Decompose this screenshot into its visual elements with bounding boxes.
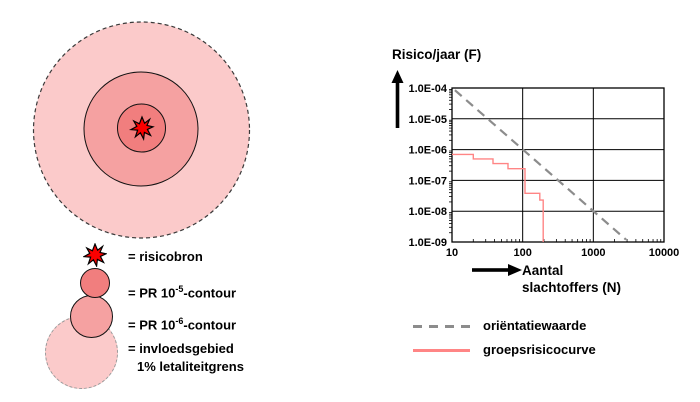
fn-chart: 1.0E-04 1.0E-05 1.0E-06 1.0E-07 1.0E-08 1.0E-… — [408, 83, 680, 259]
y-tick-label: 1.0E-06 — [408, 145, 447, 157]
orientation-label: oriëntatiewaarde — [483, 318, 587, 333]
influence-area-label-line2: 1% letaliteitgrens — [137, 359, 244, 374]
x-tick-label: 100 — [513, 247, 531, 259]
influence-area-label-line1: = invloedsgebied — [128, 341, 234, 356]
x-axis-title-line2: slachtoffers (N) — [522, 280, 622, 295]
grouprisk-line-sample — [413, 348, 470, 352]
orientation-line — [454, 89, 627, 241]
y-axis-arrow-icon — [391, 70, 404, 128]
pr6-label-exponent: -6 — [175, 316, 184, 326]
y-tick-label: 1.0E-05 — [408, 114, 447, 126]
plot-border — [451, 87, 665, 243]
x-axis-title-line1: Aantal — [522, 263, 564, 278]
risk-contour-map — [32, 21, 251, 239]
pr6-label-post: -contour — [183, 317, 237, 333]
y-tick-label: 1.0E-07 — [408, 175, 447, 187]
pr5-label-exponent: -5 — [175, 284, 184, 294]
grouprisk-label: groepsrisicocurve — [483, 342, 596, 357]
x-axis-arrow-icon — [472, 264, 522, 276]
pr6-label-pre: = PR 10 — [128, 317, 176, 333]
x-tick-label: 10000 — [649, 247, 680, 259]
x-tick-label: 10 — [446, 247, 458, 259]
pr5-contour-label: = PR 10-5-contour — [128, 280, 236, 302]
risicobron-label: = risicobron — [128, 249, 203, 264]
y-tick-label: 1.0E-04 — [408, 83, 447, 95]
orientation-line-sample — [413, 324, 470, 328]
group-risk-curve — [452, 153, 544, 242]
legend-item-groepsrisicocurve: groepsrisicocurve — [413, 341, 596, 359]
pr5-contour-swatch — [80, 268, 110, 298]
x-tick-label: 1000 — [581, 247, 605, 259]
pr5-label-post: -contour — [183, 285, 237, 301]
legend-item-orientatiewaarde: oriëntatiewaarde — [413, 317, 586, 335]
y-tick-label: 1.0E-08 — [408, 206, 447, 218]
chart-y-axis-title: Risico/jaar (F) — [392, 47, 482, 62]
influence-area-label: = invloedsgebied 1% letaliteitgrens — [128, 340, 244, 376]
y-tick-label: 1.0E-09 — [408, 237, 447, 249]
risk-source-legend-icon — [83, 243, 107, 267]
pr5-label-pre: = PR 10 — [128, 285, 176, 301]
risk-source-star-icon — [128, 115, 155, 142]
pr6-contour-label: = PR 10-6-contour — [128, 312, 236, 334]
chart-x-axis-title: Aantal slachtoffers (N) — [522, 262, 621, 296]
pr6-contour-swatch — [70, 295, 113, 338]
